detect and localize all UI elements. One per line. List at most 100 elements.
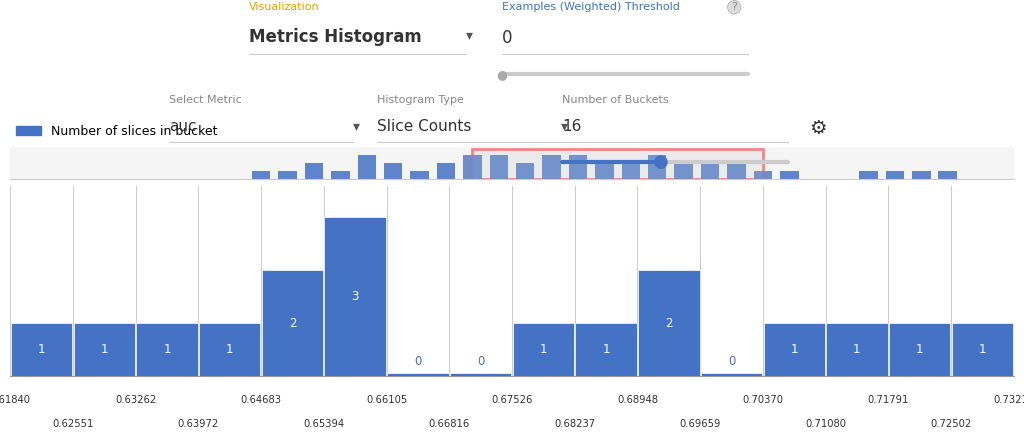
Bar (675, 163, 693, 179)
Text: 1: 1 (602, 343, 610, 356)
Bar (938, 171, 957, 179)
Bar (463, 155, 481, 179)
Bar (199, 323, 260, 376)
Text: 1: 1 (38, 343, 45, 356)
Text: 0.66816: 0.66816 (429, 419, 470, 429)
Text: 0.67526: 0.67526 (492, 395, 532, 405)
Bar (754, 171, 772, 179)
Text: ▾: ▾ (466, 28, 473, 42)
Text: 0.68948: 0.68948 (616, 395, 658, 405)
Bar (912, 171, 931, 179)
Text: 16: 16 (562, 119, 582, 134)
Text: 0.66105: 0.66105 (366, 395, 408, 405)
Bar (489, 155, 508, 179)
Bar (513, 323, 574, 376)
Bar (516, 163, 535, 179)
Bar (543, 155, 561, 179)
Text: 1: 1 (540, 343, 547, 356)
Text: 0: 0 (415, 355, 422, 368)
Bar (889, 323, 950, 376)
Text: Visualization: Visualization (249, 2, 319, 12)
FancyBboxPatch shape (472, 149, 763, 179)
Text: 2: 2 (665, 317, 673, 330)
Text: 0.65394: 0.65394 (303, 419, 344, 429)
Text: 1: 1 (163, 343, 171, 356)
Text: 0.61840: 0.61840 (0, 395, 31, 405)
Bar (700, 373, 762, 376)
Bar (387, 373, 449, 376)
Text: 1: 1 (853, 343, 860, 356)
Text: 0.64683: 0.64683 (241, 395, 282, 405)
Legend: Number of slices in bucket: Number of slices in bucket (11, 120, 223, 143)
Text: 2: 2 (289, 317, 296, 330)
Bar (516, 163, 535, 179)
Bar (252, 171, 270, 179)
Text: 3: 3 (351, 290, 358, 303)
Text: 0.63972: 0.63972 (178, 419, 219, 429)
Bar (305, 163, 324, 179)
Text: 0: 0 (502, 29, 512, 48)
Bar (764, 323, 825, 376)
Text: 1: 1 (226, 343, 233, 356)
Bar (648, 155, 667, 179)
Bar (74, 323, 135, 376)
Text: ●: ● (497, 68, 507, 81)
Text: ▾: ▾ (353, 119, 360, 133)
Bar (780, 171, 799, 179)
Bar (622, 163, 640, 179)
Text: 1: 1 (915, 343, 924, 356)
Text: 0.71791: 0.71791 (867, 395, 909, 405)
Bar (262, 270, 324, 376)
Bar (543, 155, 561, 179)
Text: ⚙: ⚙ (809, 119, 826, 138)
Bar (436, 163, 456, 179)
Bar (675, 163, 693, 179)
Text: 0.70370: 0.70370 (742, 395, 783, 405)
Text: Number of Buckets: Number of Buckets (562, 95, 669, 105)
Bar (826, 323, 888, 376)
Bar (595, 163, 613, 179)
Bar (568, 155, 587, 179)
Text: 0.62551: 0.62551 (52, 419, 93, 429)
Bar (575, 323, 637, 376)
Text: Select Metric: Select Metric (169, 95, 242, 105)
Bar (331, 171, 349, 179)
Text: Histogram Type: Histogram Type (377, 95, 464, 105)
Text: 1: 1 (979, 343, 986, 356)
Text: 0: 0 (728, 355, 735, 368)
Bar (463, 155, 481, 179)
Bar (700, 163, 719, 179)
Bar (357, 155, 376, 179)
Bar (489, 155, 508, 179)
Bar (384, 163, 402, 179)
Bar (859, 171, 878, 179)
Bar (11, 323, 73, 376)
Bar (411, 171, 429, 179)
Text: Slice Counts: Slice Counts (377, 119, 471, 134)
Text: Examples (Weighted) Threshold: Examples (Weighted) Threshold (502, 2, 680, 12)
Bar (279, 171, 297, 179)
Bar (951, 323, 1013, 376)
Text: 0.73213: 0.73213 (993, 395, 1024, 405)
Text: Metrics Histogram: Metrics Histogram (249, 28, 422, 46)
Text: 0.72502: 0.72502 (931, 419, 972, 429)
Text: ?: ? (731, 2, 737, 12)
Text: 0.71080: 0.71080 (805, 419, 846, 429)
Bar (648, 155, 667, 179)
Text: ●: ● (652, 153, 669, 171)
Text: 1: 1 (100, 343, 109, 356)
Bar (727, 163, 745, 179)
Bar (136, 323, 198, 376)
Text: auc: auc (169, 119, 197, 134)
Bar (700, 163, 719, 179)
Text: 0: 0 (477, 355, 484, 368)
Bar (622, 163, 640, 179)
Text: ▾: ▾ (561, 119, 568, 133)
Bar (727, 163, 745, 179)
Text: 0.69659: 0.69659 (680, 419, 721, 429)
Text: 1: 1 (791, 343, 798, 356)
Bar (568, 155, 587, 179)
Bar (595, 163, 613, 179)
Bar (638, 270, 699, 376)
Bar (886, 171, 904, 179)
